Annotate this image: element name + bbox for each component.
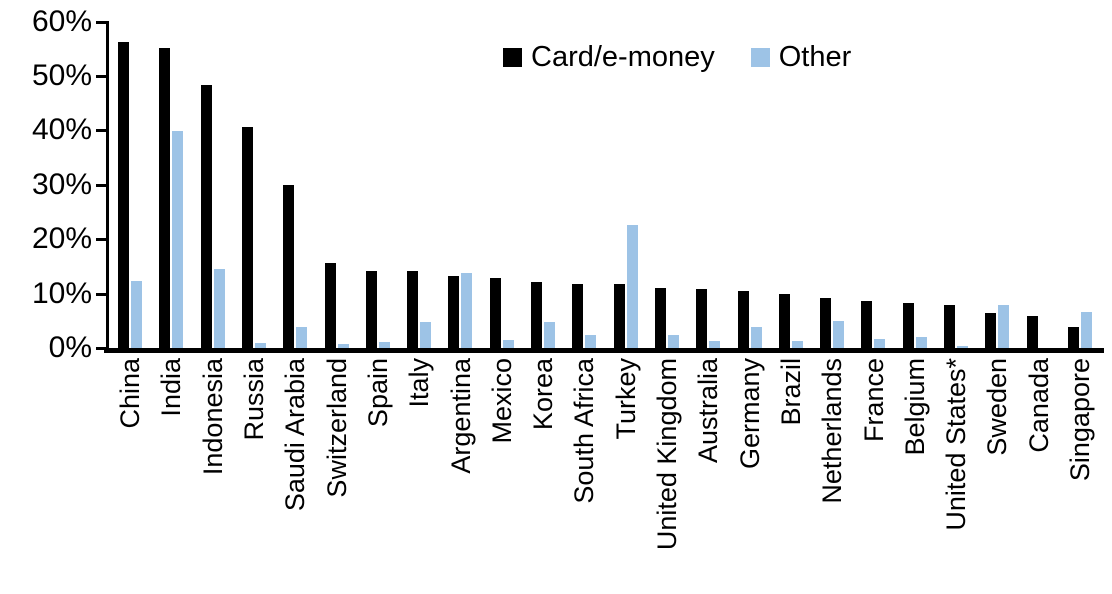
x-axis-label-text: Singapore [1065,358,1096,482]
x-axis-label-text: Australia [693,358,724,464]
bar-other-india [172,130,184,348]
legend-label-other: Other [778,41,852,73]
bar-card-e-money-germany [737,290,749,348]
y-axis-label-60: 60% [31,4,92,38]
y-axis-tick-40 [96,129,108,133]
bar-card-e-money-belgium [902,302,914,348]
x-axis-label-text: Indonesia [197,358,228,476]
bar-other-saudi-arabia [296,326,308,348]
bar-card-e-money-united-states [944,305,955,348]
bar-card-e-money-sweden [985,312,997,348]
x-axis-label-text: United Kingdom [652,358,683,551]
bar-card-e-money-korea [531,281,542,348]
y-axis-label-0: 0% [48,331,92,364]
x-axis-line [104,348,1104,353]
x-axis-label-text: South Africa [569,358,600,504]
x-axis-label-text: Switzerland [321,358,352,498]
legend-item-card-e-money: Card/e-money [503,42,715,72]
y-axis-tick-20 [96,238,108,242]
bar-other-france [874,338,886,348]
x-axis-label-text: Germany [734,358,765,470]
legend-swatch-card-e-money-icon [503,47,522,67]
bar-other-brazil [791,340,803,348]
x-axis-label-text: China [115,358,146,429]
x-axis-label-text: Mexico [486,358,517,444]
y-axis-label-50: 50% [31,59,92,92]
x-axis-label-text: Canada [1023,358,1054,453]
bar-other-indonesia [213,268,225,348]
bar-card-e-money-china [118,41,129,348]
x-axis-label-text: Belgium [899,358,930,456]
y-axis-line [106,21,109,353]
legend-swatch-other-icon [750,47,770,67]
bar-card-e-money-india [159,48,171,348]
x-axis-label-text: Sweden [982,358,1013,456]
bar-card-e-money-indonesia [200,84,212,348]
bar-other-united-states [957,346,968,348]
x-axis-label-text: France [858,358,889,443]
bar-card-e-money-netherlands [820,297,832,348]
bar-other-germany [750,326,762,348]
bar-card-e-money-mexico [489,278,501,348]
bar-other-belgium [915,337,927,348]
y-axis-label-30: 30% [31,167,92,201]
bar-other-spain [378,342,390,348]
y-axis-tick-30 [96,183,108,187]
x-axis-label-text: Russia [239,358,270,441]
bar-other-china [131,281,142,348]
y-axis-label-10: 10% [31,276,92,310]
bar-card-e-money-switzerland [324,263,336,348]
bar-other-italy [420,321,432,348]
bar-card-e-money-singapore [1067,326,1079,348]
bar-card-e-money-france [861,301,873,348]
x-axis-label-text: Saudi Arabia [280,358,311,512]
y-axis-tick-0 [96,347,108,350]
bar-other-south-africa [585,334,597,348]
bar-card-e-money-brazil [778,294,790,348]
bar-card-e-money-turkey [613,284,625,348]
bar-card-e-money-canada [1026,315,1038,348]
x-axis-label-text: Argentina [445,358,476,474]
bar-card-e-money-australia [696,289,708,348]
bar-other-turkey [626,224,638,348]
bar-card-e-money-spain [365,270,377,348]
bar-other-mexico [502,339,514,348]
x-axis-label-text: United States* [941,358,972,531]
bar-card-e-money-saudi-arabia [283,184,295,348]
bar-card-e-money-united-kingdom [654,287,666,348]
y-axis-tick-50 [96,75,108,78]
x-axis-label-text: Netherlands [817,358,848,504]
x-axis-label-text: Spain [362,358,393,428]
bar-other-argentina [461,272,473,348]
bar-other-united-kingdom [667,334,679,348]
x-axis-label-text: Italy [404,358,435,408]
bar-card-e-money-russia [241,127,253,348]
y-axis-tick-10 [96,292,108,296]
legend-label-card-e-money: Card/e-money [531,41,715,73]
bar-card-e-money-argentina [448,275,460,348]
y-axis-label-40: 40% [31,113,92,147]
bar-other-singapore [1080,312,1092,348]
bar-card-e-money-italy [407,271,419,348]
bar-other-sweden [998,305,1010,348]
legend-item-other: Other [750,41,852,73]
bar-other-switzerland [337,343,349,348]
bar-other-russia [254,343,266,348]
chart-legend: Card/e-money Other [503,42,851,72]
y-axis-label-20: 20% [31,222,92,256]
x-axis-label-text: Turkey [610,358,641,440]
x-axis-label-text: India [156,358,187,417]
bar-other-australia [709,341,721,348]
bar-other-netherlands [833,321,845,348]
bar-other-korea [544,321,555,348]
y-axis-tick-60 [96,20,108,24]
bar-card-e-money-south-africa [572,283,584,348]
x-axis-label-text: Brazil [775,358,806,426]
x-axis-label-text: Korea [528,358,559,431]
